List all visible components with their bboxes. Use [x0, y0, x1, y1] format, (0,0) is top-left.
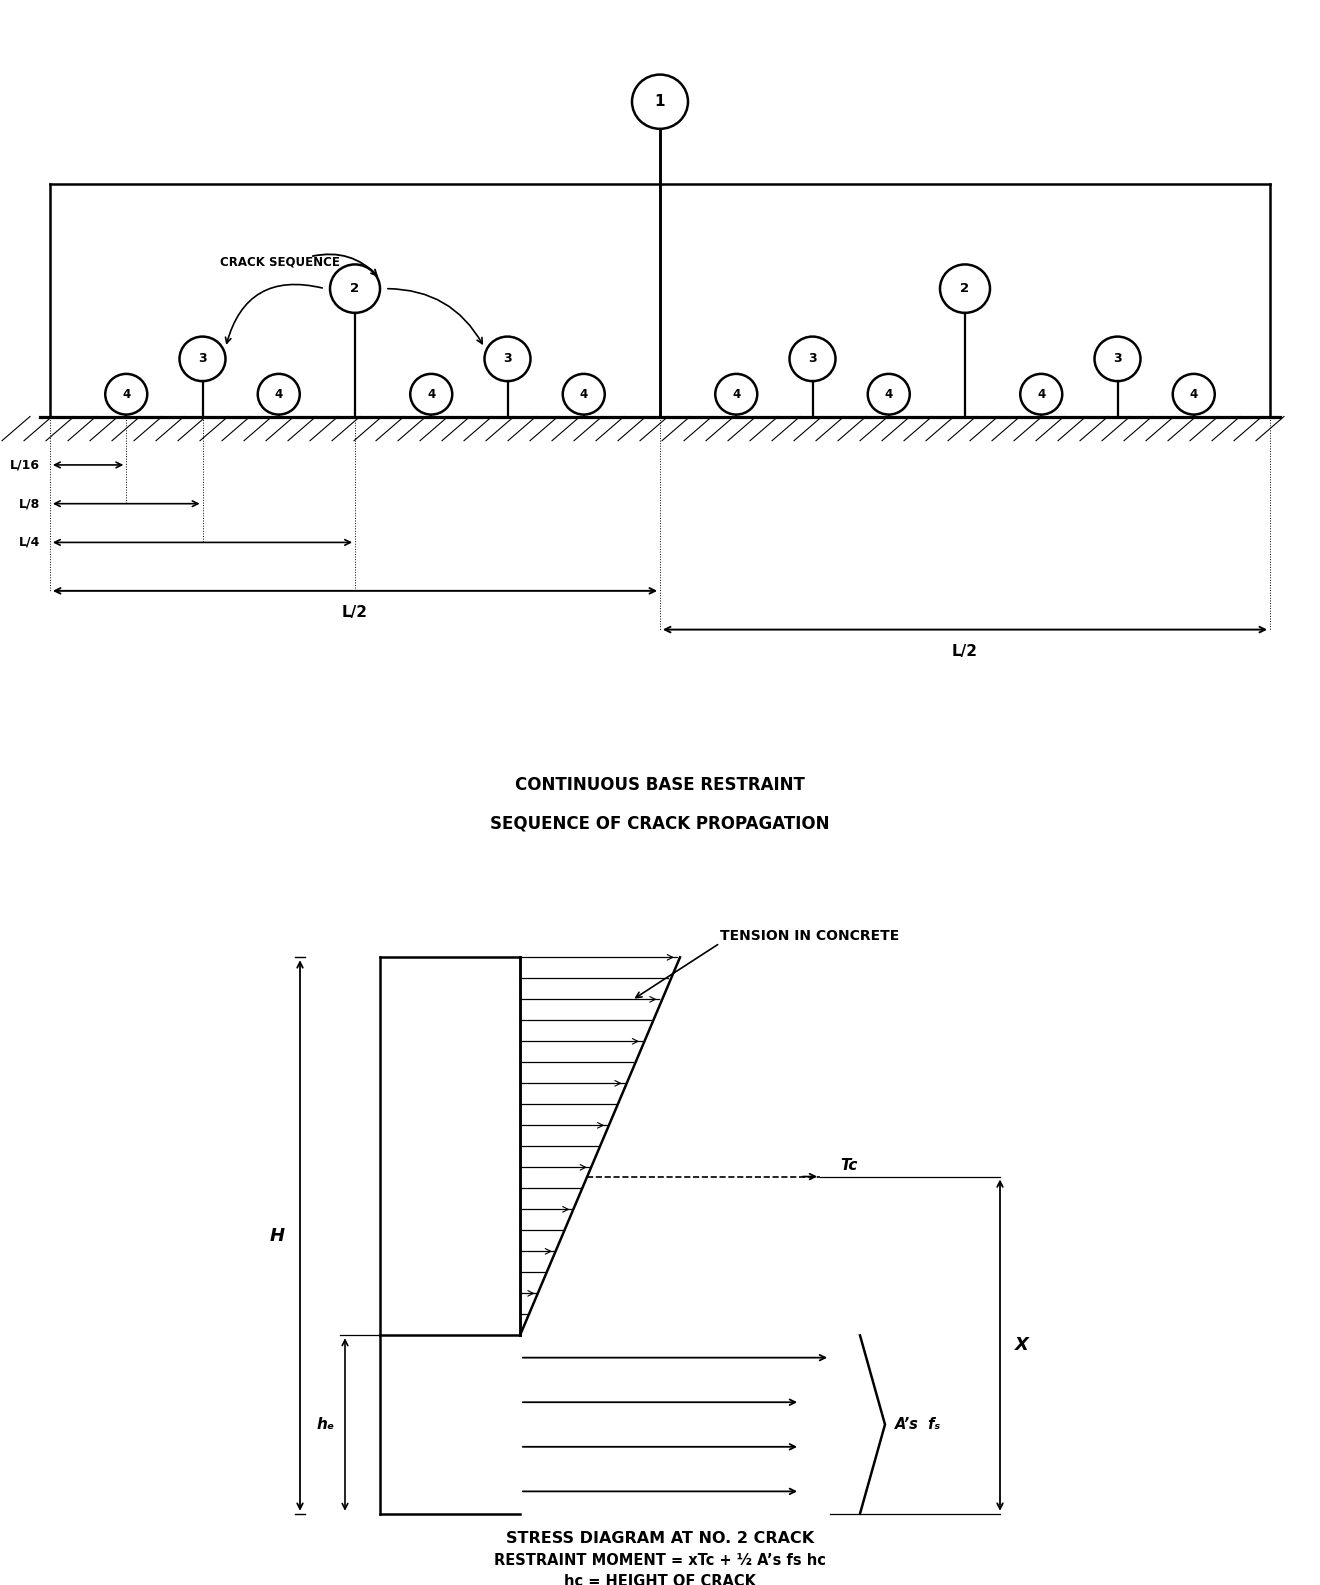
Text: hc = HEIGHT OF CRACK: hc = HEIGHT OF CRACK [564, 1574, 756, 1585]
Text: L/2: L/2 [342, 605, 368, 620]
Text: 3: 3 [808, 352, 817, 366]
Text: 4: 4 [428, 388, 436, 401]
Text: STRESS DIAGRAM AT NO. 2 CRACK: STRESS DIAGRAM AT NO. 2 CRACK [506, 1531, 814, 1545]
Text: 4: 4 [579, 388, 587, 401]
Text: 1: 1 [655, 94, 665, 109]
Text: SEQUENCE OF CRACK PROPAGATION: SEQUENCE OF CRACK PROPAGATION [490, 815, 830, 832]
Text: L/2: L/2 [952, 644, 978, 659]
Text: 4: 4 [1189, 388, 1197, 401]
Text: 3: 3 [1113, 352, 1122, 366]
Text: L/16: L/16 [11, 458, 40, 471]
Text: L/8: L/8 [18, 498, 40, 510]
Text: A’s  fₛ: A’s fₛ [895, 1417, 941, 1431]
Text: RESTRAINT MOMENT = xTc + ½ A’s fs hc: RESTRAINT MOMENT = xTc + ½ A’s fs hc [494, 1553, 826, 1568]
Text: 4: 4 [123, 388, 131, 401]
Text: H: H [269, 1227, 285, 1244]
Text: L/4: L/4 [18, 536, 40, 548]
Text: 3: 3 [503, 352, 512, 366]
Text: CONTINUOUS BASE RESTRAINT: CONTINUOUS BASE RESTRAINT [515, 775, 805, 794]
Text: 2: 2 [350, 282, 359, 295]
Text: 4: 4 [275, 388, 282, 401]
Text: 4: 4 [733, 388, 741, 401]
Text: 4: 4 [884, 388, 892, 401]
Text: 3: 3 [198, 352, 207, 366]
Text: 2: 2 [961, 282, 970, 295]
Text: CRACK SEQUENCE: CRACK SEQUENCE [220, 255, 339, 268]
Text: X: X [1015, 1336, 1028, 1354]
Text: Tc: Tc [840, 1159, 858, 1173]
Text: TENSION IN CONCRETE: TENSION IN CONCRETE [719, 929, 899, 943]
Text: 4: 4 [1038, 388, 1045, 401]
Text: hₑ: hₑ [317, 1417, 335, 1431]
